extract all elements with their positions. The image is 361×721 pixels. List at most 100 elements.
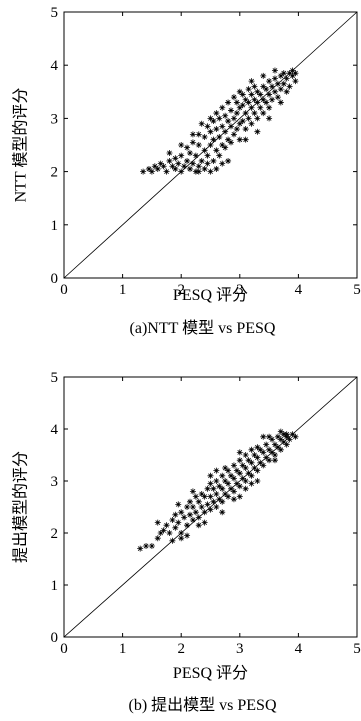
scatter-point-a bbox=[219, 160, 226, 167]
scatter-point-b bbox=[254, 444, 261, 451]
scatter-point-b bbox=[254, 478, 261, 484]
scatter-point-b bbox=[248, 472, 255, 479]
scatter-point-a bbox=[254, 128, 261, 135]
scatter-point-b bbox=[271, 441, 278, 448]
scatter-point-b bbox=[184, 522, 191, 529]
scatter-point-a bbox=[195, 142, 202, 148]
y-tick-label-a: 5 bbox=[51, 5, 59, 21]
scatter-point-a bbox=[254, 88, 261, 95]
scatter-point-b bbox=[283, 441, 290, 448]
scatter-point-a bbox=[245, 115, 252, 122]
scatter-point-b bbox=[263, 441, 270, 448]
scatter-point-a bbox=[248, 78, 255, 85]
scatter-point-b bbox=[277, 446, 284, 453]
scatter-point-b bbox=[222, 465, 229, 471]
scatter-point-b bbox=[283, 431, 290, 438]
x-axis-label-a: PESQ 评分 bbox=[173, 286, 248, 304]
scatter-point-b bbox=[230, 488, 237, 495]
scatter-point-a bbox=[219, 123, 226, 130]
scatter-point-b bbox=[248, 459, 255, 466]
scatter-point-a bbox=[254, 115, 261, 122]
scatter-point-b bbox=[219, 498, 226, 505]
scatter-point-a bbox=[260, 110, 267, 117]
x-tick-label-b: 4 bbox=[295, 641, 303, 657]
scatter-point-b bbox=[260, 462, 267, 469]
scatter-point-a bbox=[195, 168, 202, 175]
scatter-point-a bbox=[236, 88, 243, 95]
scatter-point-a bbox=[213, 126, 220, 133]
scatter-point-a bbox=[292, 70, 299, 77]
scatter-point-b bbox=[286, 436, 293, 443]
scatter-point-b bbox=[204, 485, 211, 492]
scatter-point-a bbox=[189, 139, 196, 146]
scatter-point-a bbox=[178, 152, 185, 159]
scatter-point-b bbox=[236, 457, 243, 464]
scatter-point-b bbox=[160, 527, 167, 534]
scatter-point-a bbox=[266, 104, 273, 111]
scatter-point-a bbox=[251, 96, 258, 103]
scatter-points-a bbox=[140, 67, 299, 175]
scatter-point-b bbox=[236, 483, 243, 490]
scatter-point-a bbox=[219, 104, 226, 111]
scatter-point-a bbox=[271, 88, 278, 95]
scatter-point-b bbox=[219, 472, 226, 479]
scatter-point-a bbox=[225, 99, 232, 106]
scatter-point-b bbox=[248, 480, 255, 487]
scatter-point-b bbox=[233, 467, 240, 474]
scatter-point-a bbox=[222, 112, 229, 119]
plot-frame-a bbox=[63, 11, 358, 279]
scatter-point-a bbox=[222, 144, 229, 151]
scatter-point-a bbox=[248, 120, 255, 127]
scatter-point-a bbox=[263, 99, 270, 106]
scatter-point-a bbox=[236, 136, 243, 143]
scatter-point-a bbox=[242, 96, 249, 103]
scatter-point-b bbox=[222, 478, 229, 484]
scatter-point-a bbox=[230, 131, 237, 138]
scatter-point-b bbox=[254, 454, 261, 461]
scatter-point-a bbox=[172, 155, 179, 162]
x-tick-label-a: 0 bbox=[60, 282, 68, 298]
scatter-point-a bbox=[219, 142, 226, 148]
x-tick-label-a: 4 bbox=[295, 282, 303, 298]
plot-frame-b bbox=[63, 376, 358, 638]
y-axis-label-a: NTT 模型的评分 bbox=[12, 88, 30, 203]
scatter-point-b bbox=[178, 509, 185, 516]
y-tick-label-b: 5 bbox=[51, 370, 59, 386]
scatter-point-b bbox=[210, 485, 217, 492]
scatter-point-b bbox=[154, 519, 161, 526]
scatter-point-a bbox=[245, 99, 252, 106]
scatter-point-a bbox=[204, 123, 211, 130]
scatter-point-b bbox=[213, 491, 220, 497]
scatter-point-b bbox=[204, 501, 211, 508]
scatter-point-a bbox=[233, 126, 240, 133]
scatter-point-b bbox=[192, 509, 199, 516]
x-tick-label-a: 2 bbox=[177, 282, 185, 298]
scatter-point-a bbox=[266, 91, 273, 98]
scatter-point-a bbox=[201, 165, 208, 172]
x-tick-label-b: 3 bbox=[236, 641, 244, 657]
scatter-point-a bbox=[269, 83, 276, 90]
scatter-point-a bbox=[163, 168, 170, 175]
x-axis-label-b: PESQ 评分 bbox=[173, 664, 248, 682]
scatter-point-b bbox=[266, 446, 273, 453]
scatter-point-b bbox=[154, 535, 161, 542]
scatter-point-a bbox=[198, 157, 205, 164]
scatter-point-a bbox=[204, 160, 211, 167]
scatter-point-b bbox=[236, 493, 243, 500]
scatter-point-b bbox=[201, 493, 208, 500]
scatter-point-b bbox=[201, 519, 208, 526]
scatter-point-a bbox=[181, 163, 188, 170]
scatter-point-b bbox=[198, 504, 205, 510]
scatter-point-b bbox=[271, 452, 278, 458]
y-tick-label-b: 2 bbox=[51, 526, 59, 542]
scatter-point-a bbox=[189, 131, 196, 138]
scatter-point-a bbox=[242, 126, 249, 133]
scatter-point-b bbox=[274, 433, 281, 440]
scatter-point-b bbox=[189, 504, 196, 510]
scatter-point-a bbox=[274, 94, 281, 101]
scatter-point-a bbox=[269, 96, 276, 103]
scatter-point-a bbox=[292, 78, 299, 85]
y-tick-label-b: 4 bbox=[51, 422, 59, 438]
scatter-point-b bbox=[266, 457, 273, 464]
scatter-point-a bbox=[280, 80, 287, 87]
